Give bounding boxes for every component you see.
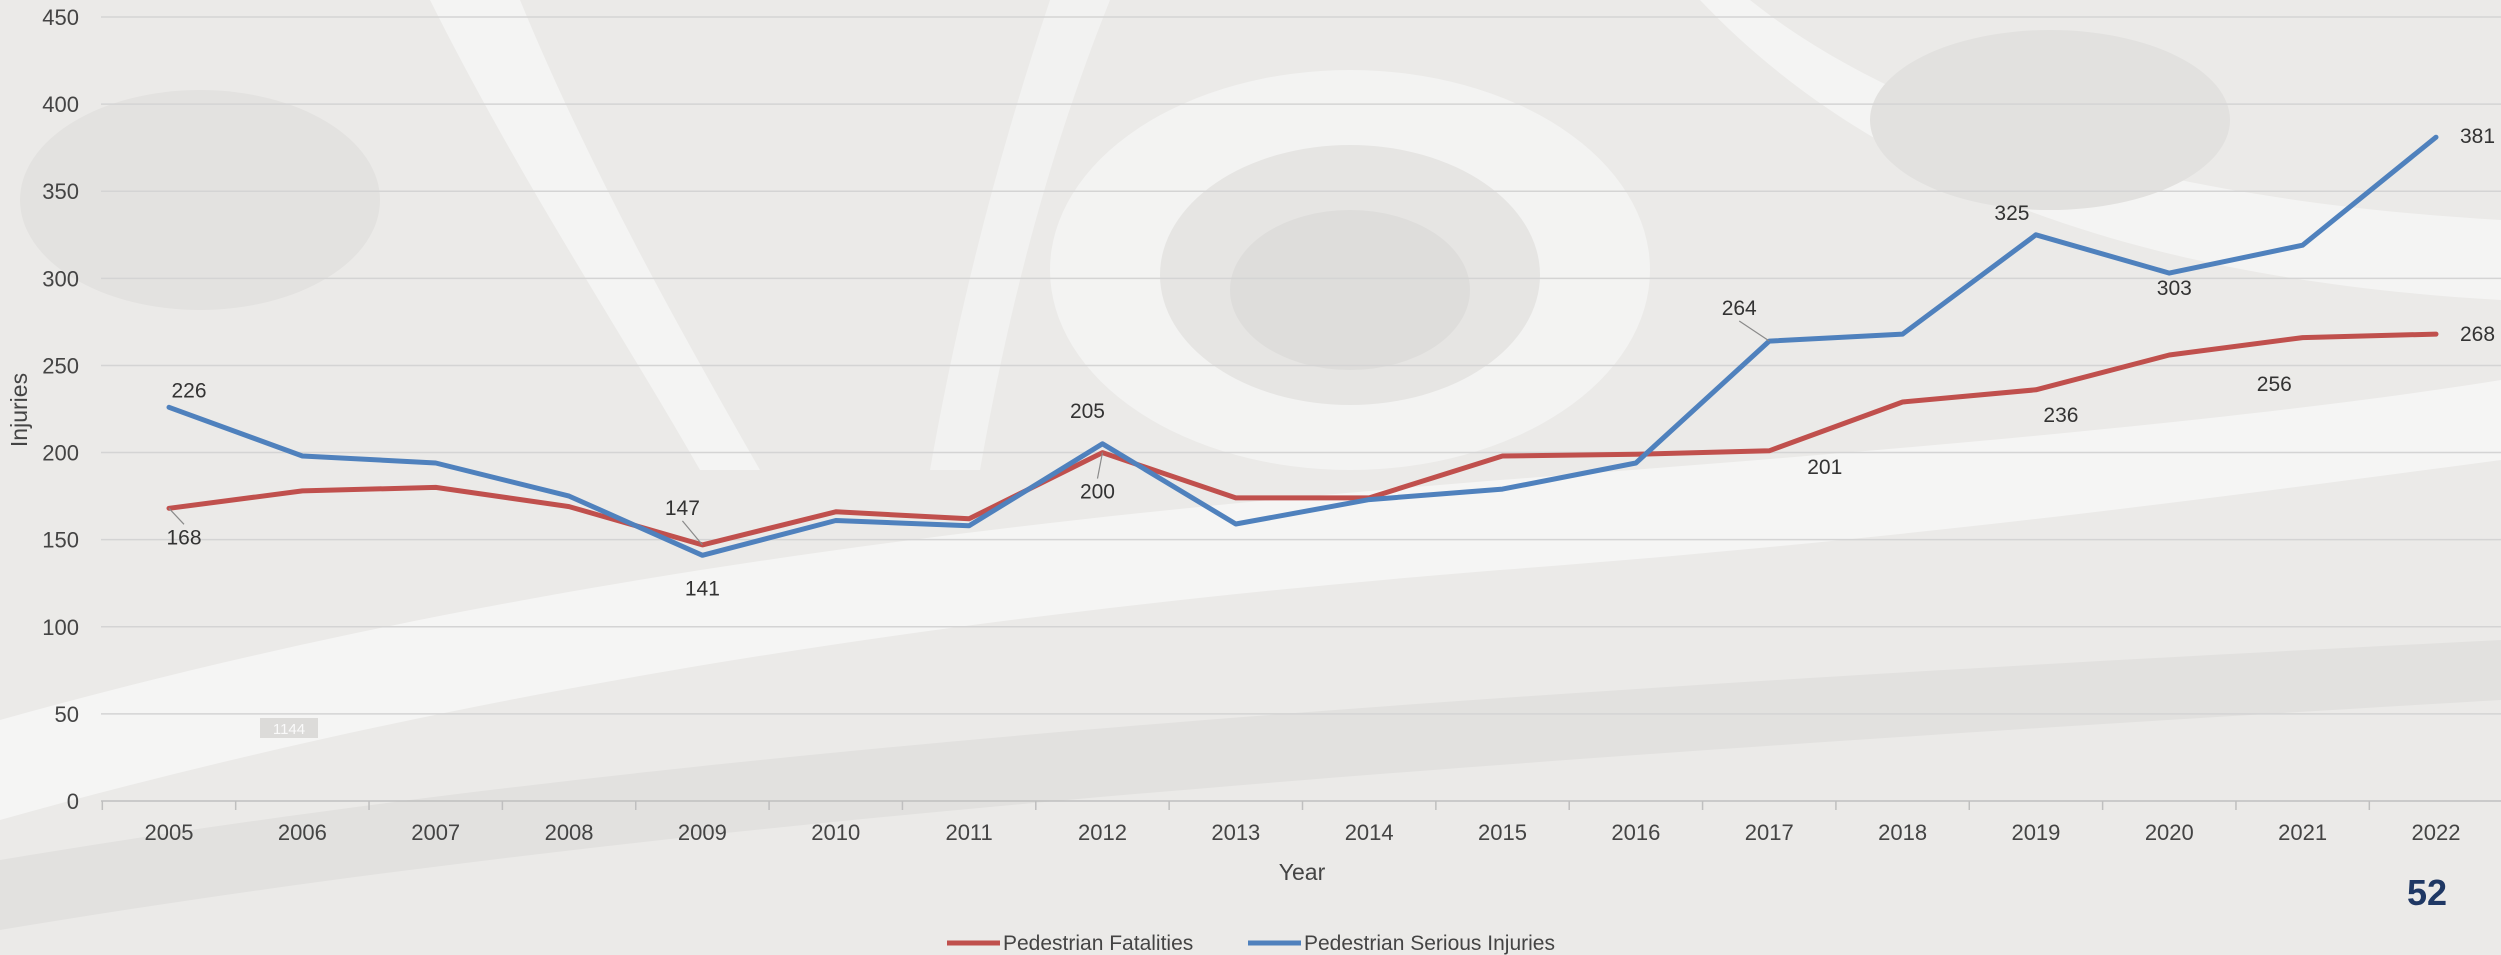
x-tick-label-2020: 2020 [2145, 820, 2194, 845]
x-tick-label-2010: 2010 [811, 820, 860, 845]
data-label-fatalities-2022: 268 [2460, 323, 2495, 346]
y-tick-label-400: 400 [42, 92, 79, 117]
x-tick-label-2009: 2009 [678, 820, 727, 845]
y-tick-label-50: 50 [55, 702, 79, 727]
legend: Pedestrian Fatalities Pedestrian Serious… [947, 932, 1555, 955]
x-axis-title: Year [1279, 859, 1326, 885]
y-axis-ticks: 0 50 100 150 200 250 300 350 400 450 [42, 5, 79, 814]
x-tick-label-2015: 2015 [1478, 820, 1527, 845]
gridlines [101, 17, 2501, 714]
x-tick-label-2011: 2011 [945, 820, 992, 845]
y-tick-label-200: 200 [42, 441, 79, 466]
y-tick-label-250: 250 [42, 353, 79, 378]
legend-label-fatalities: Pedestrian Fatalities [1003, 932, 1193, 955]
x-tick-label-2017: 2017 [1745, 820, 1794, 845]
y-tick-label-150: 150 [42, 528, 79, 553]
x-tick-label-2016: 2016 [1611, 820, 1660, 845]
y-tick-label-350: 350 [42, 179, 79, 204]
x-tick-label-2019: 2019 [2011, 820, 2060, 845]
y-tick-label-0: 0 [67, 789, 79, 814]
x-tick-label-2008: 2008 [545, 820, 594, 845]
data-label-serious-injuries-2019: 325 [1994, 202, 2029, 225]
x-tick-label-2022: 2022 [2412, 820, 2461, 845]
y-tick-label-450: 450 [42, 5, 79, 30]
x-tick-label-2014: 2014 [1345, 820, 1394, 845]
data-label-serious-injuries-2009: 141 [685, 577, 720, 600]
x-tick-label-2021: 2021 [2278, 820, 2327, 845]
x-tick-label-2013: 2013 [1211, 820, 1260, 845]
x-tick-label-2018: 2018 [1878, 820, 1927, 845]
y-axis-title: Injuries [6, 373, 32, 447]
data-label-fatalities-2005: 168 [166, 526, 201, 549]
x-tick-label-2007: 2007 [411, 820, 460, 845]
data-label-fatalities-2012: 200 [1080, 481, 1115, 504]
x-tick-label-2006: 2006 [278, 820, 327, 845]
series-lines [169, 137, 2436, 555]
data-label-fatalities-2017: 201 [1807, 456, 1842, 479]
data-label-serious-injuries-2005: 226 [171, 379, 206, 402]
data-label-fatalities-2020: 256 [2257, 373, 2292, 396]
data-label-leader [169, 508, 184, 524]
series-line-serious-injuries [169, 137, 2436, 555]
data-label-fatalities-2019: 236 [2043, 404, 2078, 427]
x-axis: 2005 2006 2007 2008 2009 2010 2011 2012 2013 2014… [101, 801, 2501, 845]
data-label-serious-injuries-2020: 303 [2157, 277, 2192, 300]
data-label-leader [1739, 321, 1769, 341]
data-label-serious-injuries-2022: 381 [2460, 125, 2495, 148]
y-tick-label-300: 300 [42, 266, 79, 291]
data-label-serious-injuries-2017: 264 [1722, 297, 1757, 320]
data-label-serious-injuries-2012: 205 [1070, 400, 1105, 423]
x-tick-label-2012: 2012 [1078, 820, 1127, 845]
page-number: 52 [2407, 872, 2447, 914]
y-tick-label-100: 100 [42, 615, 79, 640]
legend-label-serious-injuries: Pedestrian Serious Injuries [1304, 932, 1555, 955]
data-label-fatalities-2009: 147 [665, 497, 700, 520]
x-tick-label-2005: 2005 [145, 820, 194, 845]
